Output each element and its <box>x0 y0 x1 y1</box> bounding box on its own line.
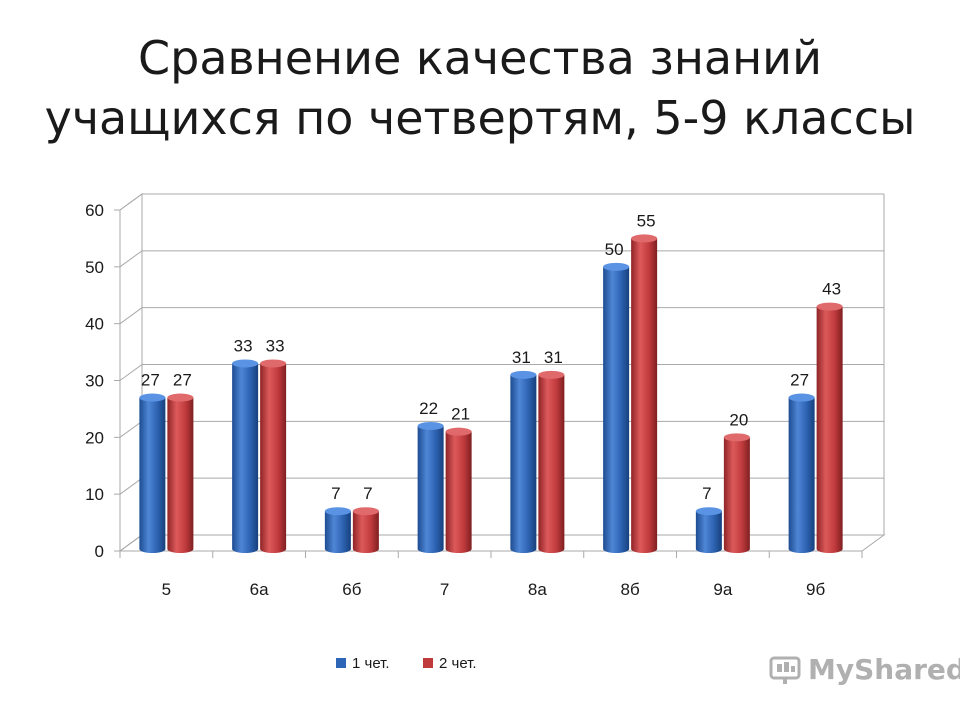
title-line-1: Сравнение качества знаний <box>138 31 822 85</box>
x-tick-label: 8б <box>621 580 640 599</box>
x-tick-label: 8а <box>528 580 547 599</box>
data-label-series1-8б: 50 <box>605 240 624 259</box>
legend-swatch-1 <box>336 658 346 668</box>
data-label-series2-7: 21 <box>451 405 470 424</box>
x-tick-label: 5 <box>162 580 171 599</box>
bar-series1-6б <box>324 507 351 553</box>
bar-series1-6а <box>232 359 259 553</box>
data-label-series1-9б: 27 <box>790 371 809 390</box>
bar-series1-7 <box>417 421 444 553</box>
watermark: MyShared <box>768 652 960 686</box>
y-tick-label: 40 <box>85 315 104 334</box>
x-tick-label: 9б <box>806 580 825 599</box>
data-label-series2-8б: 55 <box>637 211 656 230</box>
data-label-series1-7: 22 <box>419 399 438 418</box>
legend: 1 чет. 2 чет. <box>336 655 477 672</box>
y-tick-label: 10 <box>85 485 104 504</box>
chart-title: Сравнение качества знаний учащихся по че… <box>0 28 960 148</box>
bar-series2-5 <box>167 393 194 553</box>
bar-series1-8б <box>603 262 630 553</box>
data-label-series2-8а: 31 <box>544 348 563 367</box>
gridline <box>119 193 884 211</box>
x-tick-label: 6б <box>342 580 361 599</box>
data-label-series1-6а: 33 <box>234 336 253 355</box>
legend-swatch-2 <box>423 658 433 668</box>
data-labels: 27 33 7 22 31 50 7 27 27 33 7 21 31 55 20 43 <box>141 211 841 503</box>
bar-series2-9а <box>723 433 750 553</box>
data-label-series2-6б: 7 <box>363 484 372 503</box>
x-tick-label: 6а <box>250 580 269 599</box>
y-tick-label: 20 <box>85 428 104 447</box>
y-tick-label: 60 <box>85 201 104 220</box>
bar-series2-6а <box>260 359 287 553</box>
bar-series1-5 <box>139 393 166 553</box>
gridline <box>119 307 884 325</box>
axes: 0 10 20 30 40 50 60 5 6а 6б 7 8а 8б 9а 9б <box>85 201 863 599</box>
bar-series2-7 <box>445 427 472 553</box>
y-tick-label: 30 <box>85 372 104 391</box>
bar-series2-8а <box>538 370 565 553</box>
y-tick-label: 50 <box>85 258 104 277</box>
bar-series1-9а <box>695 507 722 553</box>
x-tick-label: 9а <box>713 580 732 599</box>
data-label-series1-9а: 7 <box>702 484 711 503</box>
x-tick-label: 7 <box>440 580 449 599</box>
legend-label-1: 1 чет. <box>352 655 390 672</box>
data-label-series2-5: 27 <box>173 371 192 390</box>
watermark-text: MyShared <box>808 652 960 686</box>
data-label-series1-5: 27 <box>141 371 160 390</box>
data-label-series2-9б: 43 <box>822 280 841 299</box>
bar-series1-9б <box>788 393 815 553</box>
title-line-2: учащихся по четвертям, 5-9 классы <box>44 91 916 145</box>
bar-series1-8а <box>510 370 537 553</box>
bar-series2-8б <box>631 234 658 553</box>
bar-series2-6б <box>352 507 379 553</box>
bars <box>139 234 843 553</box>
data-label-series1-8а: 31 <box>512 348 531 367</box>
y-tick-label: 0 <box>95 542 104 561</box>
data-label-series1-6б: 7 <box>331 484 340 503</box>
data-label-series2-9а: 20 <box>729 410 748 429</box>
data-label-series2-6а: 33 <box>266 336 285 355</box>
bar-series2-9б <box>816 302 843 553</box>
legend-label-2: 2 чет. <box>439 655 477 672</box>
projector-icon <box>769 656 801 684</box>
gridline <box>119 250 884 268</box>
